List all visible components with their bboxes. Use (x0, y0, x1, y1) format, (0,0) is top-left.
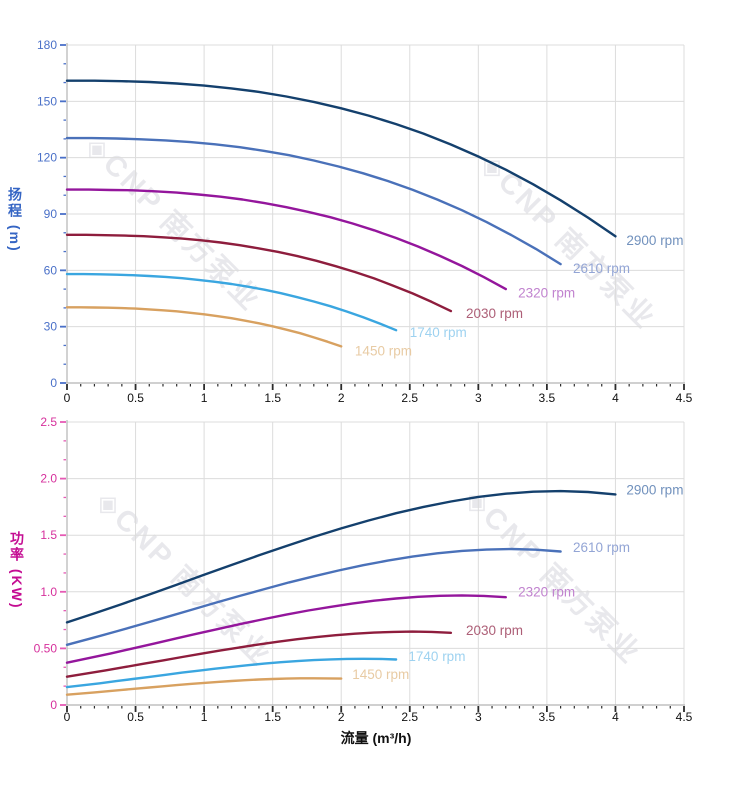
y-tick-label: 120 (37, 151, 57, 165)
x-tick-label: 4 (612, 391, 619, 405)
x-tick-label: 3 (475, 391, 482, 405)
y-tick-label: 90 (44, 207, 58, 221)
y-tick-label: 2.5 (40, 415, 57, 429)
y-tick-label: 0 (50, 376, 57, 390)
x-tick-label: 1.5 (264, 391, 281, 405)
x-tick-label: 2.5 (401, 710, 418, 724)
series-label-1740-rpm: 1740 rpm (408, 649, 465, 664)
y-tick-label: 60 (44, 263, 58, 277)
curve-2900-rpm (65, 79, 617, 238)
series-label-2610-rpm: 2610 rpm (573, 261, 630, 276)
x-tick-label: 3.5 (539, 710, 556, 724)
y-tick-label: 1.5 (40, 528, 57, 542)
curve-1740-rpm (65, 657, 398, 689)
y-ticks (60, 421, 66, 706)
x-tick-label: 3.5 (539, 391, 556, 405)
series-label-2610-rpm: 2610 rpm (573, 540, 630, 555)
flow-x-axis-title: 流量 (m³/h) (340, 730, 412, 746)
x-tick-label: 4.5 (676, 710, 693, 724)
curve-2610-rpm (65, 547, 562, 646)
x-ticks (66, 706, 685, 712)
curve-2030-rpm (65, 233, 453, 313)
y-tick-label: 0.50 (34, 641, 58, 655)
curve-2320-rpm (65, 188, 507, 291)
curve-1450-rpm (65, 306, 343, 348)
x-tick-label: 3 (475, 710, 482, 724)
gridlines (67, 44, 685, 383)
power-y-axis-title: 功率 (KW) (9, 531, 25, 610)
series-label-2900-rpm: 2900 rpm (626, 233, 683, 248)
x-tick-label: 2 (338, 710, 345, 724)
series-label-1450-rpm: 1450 rpm (352, 667, 409, 682)
x-tick-label: 4.5 (676, 391, 693, 405)
series-label-2030-rpm: 2030 rpm (466, 623, 523, 638)
curve-2320-rpm (65, 594, 507, 664)
gridlines (67, 421, 685, 705)
x-tick-label: 2.5 (401, 391, 418, 405)
x-tick-label: 1.5 (264, 710, 281, 724)
series-label-2320-rpm: 2320 rpm (518, 285, 575, 300)
x-tick-label: 0 (64, 391, 71, 405)
x-tick-label: 0.5 (127, 710, 144, 724)
x-tick-label: 2 (338, 391, 345, 405)
series-label-2900-rpm: 2900 rpm (626, 482, 683, 497)
series-label-2030-rpm: 2030 rpm (466, 306, 523, 321)
y-tick-label: 150 (37, 94, 57, 108)
y-tick-label: 30 (44, 320, 58, 334)
x-tick-label: 0 (64, 710, 71, 724)
y-tick-label: 0 (50, 698, 57, 712)
curve-1450-rpm (65, 677, 343, 696)
series-label-2320-rpm: 2320 rpm (518, 584, 575, 599)
series-label-1740-rpm: 1740 rpm (410, 325, 467, 340)
x-tick-label: 1 (201, 710, 208, 724)
x-tick-label: 4 (612, 710, 619, 724)
curve-1740-rpm (65, 272, 398, 332)
x-tick-label: 0.5 (127, 391, 144, 405)
y-ticks (60, 44, 66, 384)
y-tick-label: 2.0 (40, 472, 57, 486)
chart-head-vs-flow: 0 30 60 90 120 150 180 0 0.5 1 1.5 2 2.5 3 3.5 4 4.5 2900… (37, 38, 693, 405)
chart-power-vs-flow: 0 0.50 1.0 1.5 2.0 2.5 0 0.5 1 1.5 2 2.5 3 3.5 4 4.5 290… (34, 415, 693, 724)
x-tick-label: 1 (201, 391, 208, 405)
head-y-axis-title: 扬程 (m) (7, 187, 23, 253)
series-label-1450-rpm: 1450 rpm (355, 344, 412, 359)
curve-2030-rpm (65, 630, 453, 678)
curve-2900-rpm (65, 489, 617, 624)
curve-2610-rpm (65, 136, 562, 266)
y-tick-label: 1.0 (40, 585, 57, 599)
x-ticks (66, 384, 685, 390)
y-tick-label: 180 (37, 38, 57, 52)
